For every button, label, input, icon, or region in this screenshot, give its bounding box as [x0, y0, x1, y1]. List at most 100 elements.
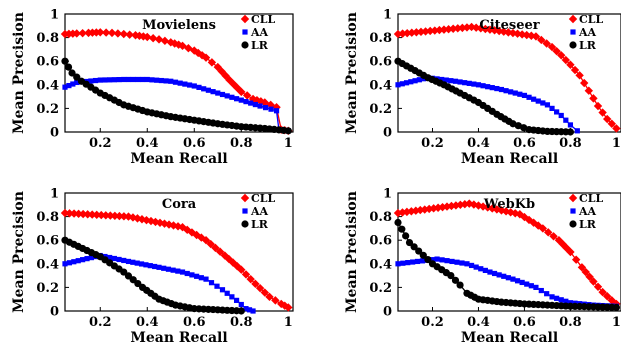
data-point: [83, 210, 92, 219]
x-tick-label: 0.8: [230, 136, 253, 151]
data-point: [607, 296, 617, 305]
x-tick-label: 0.6: [183, 315, 206, 330]
panel-citeseer: 0 0.2 0.4 0.6 0.8 1 0.2 0.4 0.6 0.8 1 Mean Recall Me…: [344, 8, 621, 167]
y-tick-label: 0.6: [369, 55, 392, 70]
data-point: [139, 32, 148, 41]
data-point: [491, 270, 498, 277]
data-point: [558, 112, 564, 119]
data-point: [517, 30, 527, 39]
data-point: [161, 265, 167, 271]
data-point: [487, 269, 493, 275]
data-point: [414, 258, 421, 265]
data-point: [219, 91, 226, 98]
data-point: [121, 257, 127, 264]
data-point: [177, 80, 183, 86]
data-point: [416, 77, 422, 83]
data-point: [243, 99, 249, 105]
data-point: [107, 77, 113, 83]
y-tick-label: 0.8: [369, 31, 392, 46]
data-point: [508, 89, 514, 95]
data-point: [444, 258, 450, 264]
data-point: [224, 93, 230, 99]
data-point: [111, 77, 117, 83]
data-point: [466, 80, 472, 86]
data-point: [237, 307, 245, 315]
data-point: [138, 261, 145, 267]
data-point: [454, 259, 460, 265]
data-point: [490, 26, 499, 35]
plot-frame: [64, 192, 294, 312]
data-point: [475, 82, 482, 88]
data-point: [448, 78, 454, 84]
x-tick-label: 1: [612, 315, 621, 330]
data-point: [262, 105, 269, 111]
data-point: [554, 109, 560, 115]
y-tick-label: 0.4: [369, 78, 392, 93]
data-point: [456, 281, 464, 289]
y-tick-label: 0.4: [36, 257, 59, 272]
data-point: [439, 76, 445, 83]
data-point: [575, 71, 584, 80]
legend-marker: [570, 29, 576, 35]
data-point: [149, 77, 155, 83]
data-point: [533, 284, 539, 290]
data-point: [508, 28, 518, 38]
data-point: [512, 90, 518, 96]
data-point: [248, 100, 254, 106]
y-axis-label: Mean Precision: [11, 12, 27, 134]
data-point: [552, 46, 561, 56]
y-tick-label: 1: [383, 187, 392, 202]
data-point: [607, 119, 617, 128]
x-axis-label: Mean Recall: [130, 151, 227, 167]
x-tick-label: 1: [284, 315, 293, 330]
data-point: [593, 282, 603, 292]
data-point: [566, 247, 575, 257]
data-point: [471, 81, 477, 87]
legend-label: AA: [250, 26, 269, 39]
data-point: [499, 27, 508, 36]
data-point: [221, 71, 230, 80]
data-point: [151, 217, 160, 227]
data-point: [584, 86, 594, 95]
y-tick-label: 0.8: [36, 210, 59, 225]
data-point: [182, 81, 188, 87]
panel-title: Citeseer: [479, 18, 539, 33]
plot-frame: [397, 192, 621, 312]
y-tick-label: 0.4: [36, 78, 59, 93]
x-tick-label: 0.2: [421, 136, 444, 151]
data-point: [537, 35, 546, 45]
data-point: [80, 257, 86, 263]
data-point: [246, 274, 255, 284]
panel-webkb: 0 0.2 0.4 0.6 0.8 1 0.2 0.4 0.6 0.8 1 Mean Recall Me…: [344, 187, 621, 346]
data-point: [241, 270, 251, 279]
data-point: [237, 87, 246, 97]
data-point: [526, 94, 532, 100]
data-point: [524, 281, 530, 287]
data-point: [238, 97, 244, 103]
data-point: [468, 262, 475, 269]
data-point: [168, 78, 174, 84]
x-axis-label: Mean Recall: [461, 330, 558, 346]
data-point: [116, 256, 122, 263]
data-point: [88, 255, 95, 261]
y-tick-label: 0: [383, 126, 392, 141]
data-point: [134, 260, 140, 266]
data-point: [544, 102, 551, 108]
series-cll: [60, 208, 293, 312]
x-tick-label: 1: [284, 136, 293, 151]
data-point: [106, 211, 115, 220]
data-point: [130, 259, 136, 265]
data-point: [224, 290, 230, 296]
x-tick-label: 0.4: [467, 315, 490, 330]
data-point: [135, 76, 141, 83]
data-point: [163, 78, 169, 84]
legend-marker: [568, 193, 578, 203]
series-cll: [393, 22, 621, 133]
data-point: [585, 272, 594, 281]
data-point: [107, 254, 113, 261]
data-point: [210, 89, 216, 95]
data-point: [415, 247, 423, 255]
y-tick-label: 0: [383, 305, 392, 320]
data-point: [514, 278, 521, 284]
y-tick-label: 0.8: [369, 210, 392, 225]
